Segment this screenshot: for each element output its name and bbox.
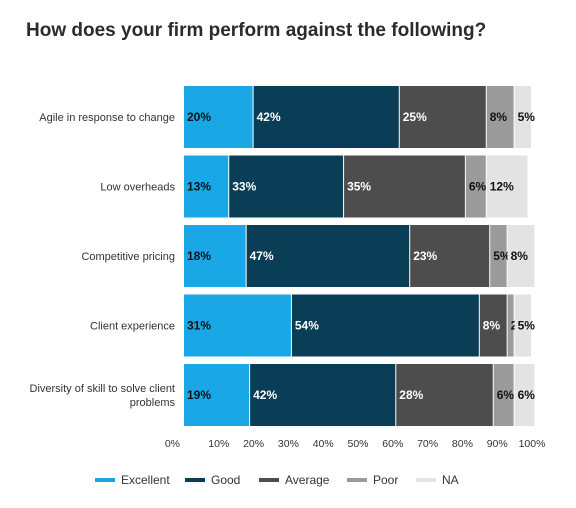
x-tick-label: 80%: [452, 438, 473, 450]
data-label: 19%: [187, 388, 211, 402]
category-label: Low overheads: [100, 182, 175, 194]
x-tick-label: 90%: [487, 438, 508, 450]
x-tick-label: 30%: [278, 438, 299, 450]
bar-segment-poor: [465, 155, 486, 218]
legend-label: Average: [285, 473, 330, 487]
bar-segment-good: [246, 225, 410, 287]
data-label: 23%: [413, 249, 437, 263]
legend-swatch: [95, 478, 115, 482]
bar-segment-poor: [507, 294, 514, 357]
x-tick-label: 60%: [382, 438, 403, 450]
data-label: 5%: [493, 249, 511, 263]
bar-segment-na: [514, 86, 531, 148]
data-label: 6%: [518, 388, 536, 402]
bar-segment-good: [291, 294, 479, 357]
bar-segment-na: [486, 155, 528, 218]
category-label: problems: [130, 397, 176, 409]
bar-segment-good: [250, 364, 396, 426]
bar-segment-na: [514, 364, 535, 426]
data-label: 13%: [187, 180, 211, 194]
data-label: 18%: [187, 249, 211, 263]
bar-segment-poor: [490, 225, 507, 287]
legend-label: NA: [442, 473, 459, 487]
bar-segment-average: [410, 225, 490, 287]
chart-title: How does your firm perform against the f…: [26, 20, 487, 41]
data-label: 25%: [403, 110, 427, 124]
data-label: 8%: [483, 319, 501, 333]
category-label: Competitive pricing: [81, 251, 175, 263]
data-label: 54%: [295, 319, 319, 333]
data-label: 8%: [511, 249, 529, 263]
data-label: 35%: [347, 180, 371, 194]
data-label: 42%: [257, 110, 281, 124]
legend-swatch: [259, 478, 279, 482]
legend-swatch: [185, 478, 205, 482]
bar-segment-excellent: [184, 364, 250, 426]
bar-segment-excellent: [184, 86, 253, 148]
bar-segment-good: [229, 155, 344, 218]
data-label: 31%: [187, 319, 211, 333]
data-label: 6%: [469, 180, 487, 194]
bar-segment-average: [344, 155, 465, 218]
bar-segment-excellent: [184, 225, 246, 287]
x-tick-label: 10%: [208, 438, 229, 450]
bar-segment-average: [396, 364, 493, 426]
legend: Excellent Good Average Poor NA: [95, 473, 459, 487]
legend-swatch: [416, 478, 436, 482]
legend-swatch: [347, 478, 367, 482]
category-label: Diversity of skill to solve client: [30, 383, 176, 395]
category-label: Agile in response to change: [39, 112, 175, 124]
bar-segment-average: [399, 86, 486, 148]
x-tick-label: 0%: [165, 438, 180, 450]
x-axis-ticks: 0% 10% 20% 30% 40% 50% 60% 70% 80% 90% 100%: [165, 438, 546, 450]
x-tick-label: 100%: [519, 438, 546, 450]
data-label: 5%: [518, 319, 536, 333]
data-label: 20%: [187, 110, 211, 124]
data-label: 47%: [250, 249, 274, 263]
bar-segment-excellent: [184, 294, 291, 357]
data-label: 12%: [490, 180, 514, 194]
bar-segment-poor: [486, 86, 514, 148]
bar-segment-good: [253, 86, 399, 148]
legend-label: Good: [211, 473, 240, 487]
legend-label: Poor: [373, 473, 398, 487]
data-label: 42%: [253, 388, 277, 402]
bars-group: 20% 42% 25% 8% 5%13% 33% 35% 6% 12%18% 47% 23% 5% 8%…: [184, 86, 535, 426]
bar-segment-na: [514, 294, 531, 357]
x-tick-label: 50%: [347, 438, 368, 450]
data-label: 5%: [518, 110, 536, 124]
legend-label: Excellent: [121, 473, 170, 487]
x-tick-label: 20%: [243, 438, 264, 450]
bar-segment-na: [507, 225, 535, 287]
bar-segment-excellent: [184, 155, 229, 218]
data-label: 33%: [232, 180, 256, 194]
data-label: 8%: [490, 110, 508, 124]
x-tick-label: 70%: [417, 438, 438, 450]
data-label: 28%: [399, 388, 423, 402]
x-tick-label: 40%: [313, 438, 334, 450]
category-label: Client experience: [90, 321, 175, 333]
bar-segment-average: [479, 294, 507, 357]
data-label: 6%: [497, 388, 515, 402]
category-labels: Agile in response to change Low overheads…: [30, 112, 176, 409]
bar-segment-poor: [493, 364, 514, 426]
